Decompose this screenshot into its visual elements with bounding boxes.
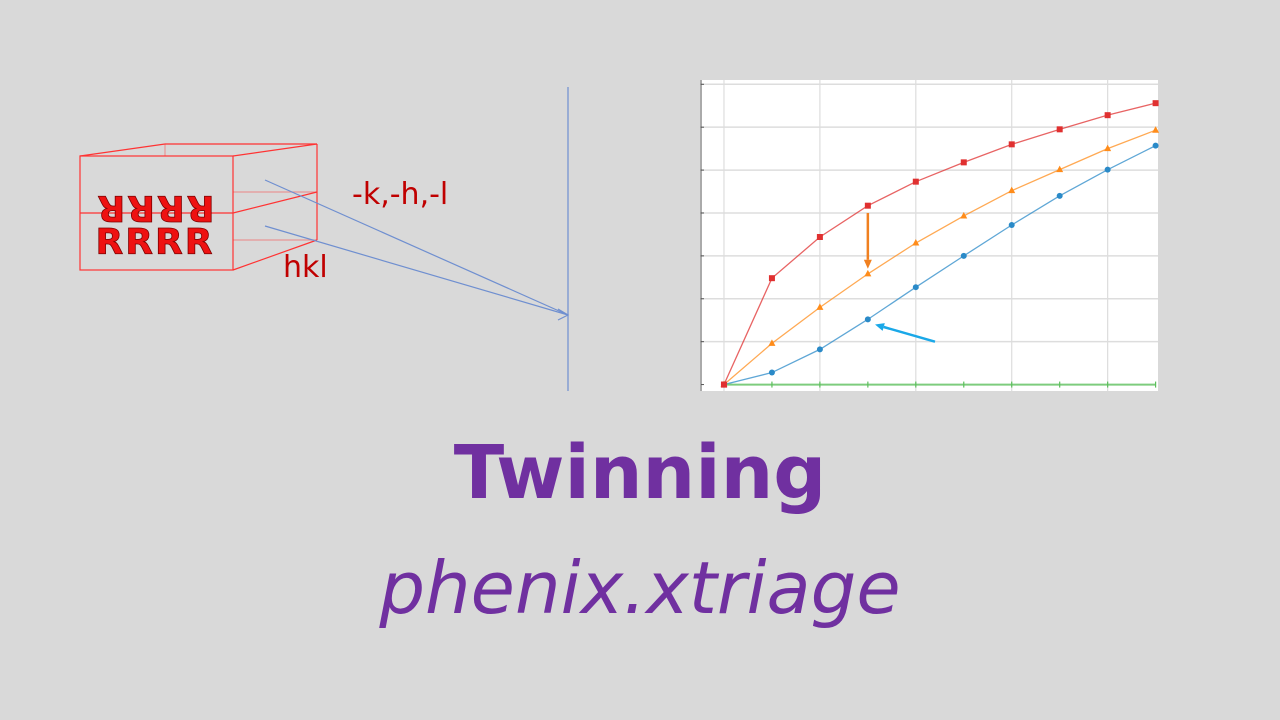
twin-diffraction-ray (264, 179, 569, 316)
data-point-square (1008, 141, 1015, 148)
data-point-triangle (912, 239, 920, 246)
data-point-triangle (1104, 144, 1112, 152)
data-point-triangle (864, 269, 872, 277)
series-line-1 (723, 129, 1156, 386)
data-point-square (816, 234, 823, 241)
data-point-triangle (816, 303, 824, 310)
data-point-circle (960, 252, 967, 259)
data-point-square (960, 159, 967, 166)
data-point-triangle (768, 339, 776, 346)
data-point-circle (1152, 142, 1159, 149)
data-point-circle (912, 284, 919, 291)
data-point-triangle (1056, 165, 1064, 173)
data-point-circle (768, 369, 775, 376)
slide-title: Twinning (453, 430, 827, 516)
data-point-square (720, 381, 727, 388)
data-point-triangle (1152, 126, 1160, 133)
data-point-square (912, 178, 919, 185)
main-domain-letters: RRRR (96, 222, 215, 263)
data-point-circle (816, 346, 823, 353)
annotation-arrow-icon (875, 323, 885, 331)
annotation-arrow-icon (863, 259, 872, 269)
data-point-square (768, 275, 775, 282)
series-line-2 (723, 145, 1156, 386)
main-diffraction-ray (264, 225, 569, 316)
crystal-box (79, 143, 318, 271)
data-point-triangle (960, 211, 968, 219)
slide-subtitle: phenix.xtriage (379, 546, 901, 630)
data-point-circle (1056, 192, 1063, 199)
data-point-square (1056, 126, 1063, 133)
twin-domain-letters: RRRR (96, 187, 215, 228)
series-line-0 (723, 102, 1156, 385)
data-point-square (1104, 112, 1111, 119)
data-point-circle (1008, 221, 1015, 228)
data-point-triangle (1008, 186, 1016, 194)
annotation-arrow-shaft (883, 325, 936, 343)
intensity-chart (700, 80, 1160, 391)
twin-index-label: -k,-h,-l (352, 177, 448, 212)
data-point-circle (1104, 166, 1111, 173)
data-point-square (1152, 100, 1159, 107)
data-point-square (864, 202, 871, 209)
data-point-circle (864, 316, 871, 323)
main-index-label: hkl (283, 250, 328, 285)
